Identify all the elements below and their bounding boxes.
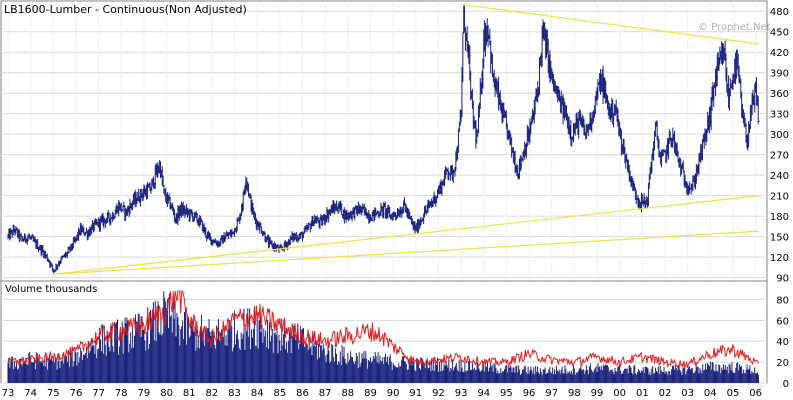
year-tick-label: 97 xyxy=(545,388,558,399)
price-tick-label: 300 xyxy=(770,130,789,141)
volume-tick-label: 40 xyxy=(776,337,789,348)
price-panel: 90 120 150 180 210 240 270 300 330 360 390 420 450 48… xyxy=(0,0,789,383)
trendline xyxy=(53,195,760,275)
year-tick-label: 73 xyxy=(2,388,15,399)
year-tick-label: 83 xyxy=(228,388,241,399)
open-interest-line xyxy=(7,290,759,370)
year-tick-label: 75 xyxy=(47,388,60,399)
price-tick-label: 360 xyxy=(770,89,789,100)
price-tick-label: 450 xyxy=(770,28,789,39)
volume-axis: 0 20 40 60 80 xyxy=(776,295,789,390)
volume-panel: 0 20 40 60 80 Volume thousands xyxy=(0,280,789,390)
year-tick-label: 93 xyxy=(455,388,468,399)
year-tick-label: 96 xyxy=(523,388,536,399)
volume-tick-label: 0 xyxy=(783,379,789,390)
year-tick-label: 90 xyxy=(387,388,400,399)
price-tick-label: 120 xyxy=(770,253,789,264)
year-tick-label: 87 xyxy=(319,388,332,399)
year-tick-label: 78 xyxy=(115,388,128,399)
price-axis: 90 120 150 180 210 240 270 300 330 360 390 420 450 48… xyxy=(770,7,789,284)
year-tick-label: 98 xyxy=(568,388,581,399)
price-gridlines xyxy=(1,10,767,279)
year-tick-label: 01 xyxy=(636,388,649,399)
volume-tick-label: 20 xyxy=(776,358,789,369)
year-tick-label: 06 xyxy=(749,388,762,399)
price-tick-label: 270 xyxy=(770,151,789,162)
watermark: © Prophet.Net xyxy=(698,22,771,33)
price-tick-label: 330 xyxy=(770,110,789,121)
price-tick-label: 390 xyxy=(770,69,789,80)
trendlines xyxy=(53,3,760,275)
trendline xyxy=(461,3,760,45)
price-tick-label: 150 xyxy=(770,233,789,244)
year-axis: 73 74 75 76 77 78 79 80 81 82 83 84 85 86 87 88 89 90 91 92… xyxy=(2,388,762,399)
price-tick-label: 180 xyxy=(770,212,789,223)
open-interest-series xyxy=(7,290,759,370)
year-tick-label: 89 xyxy=(364,388,377,399)
year-tick-label: 04 xyxy=(704,388,717,399)
year-tick-label: 88 xyxy=(341,388,354,399)
year-tick-label: 86 xyxy=(296,388,309,399)
price-tick-label: 480 xyxy=(770,7,789,18)
volume-title: Volume thousands xyxy=(5,284,97,295)
year-tick-label: 77 xyxy=(92,388,105,399)
year-tick-label: 91 xyxy=(409,388,422,399)
year-tick-label: 84 xyxy=(251,388,264,399)
price-bars xyxy=(7,4,760,274)
year-tick-label: 03 xyxy=(681,388,694,399)
price-tick-label: 240 xyxy=(770,171,789,182)
volume-tick-label: 60 xyxy=(776,316,789,327)
year-tick-label: 76 xyxy=(70,388,83,399)
year-tick-label: 85 xyxy=(273,388,286,399)
year-tick-label: 81 xyxy=(183,388,196,399)
year-tick-label: 05 xyxy=(727,388,740,399)
price-tick-label: 90 xyxy=(776,274,789,285)
year-tick-label: 99 xyxy=(591,388,604,399)
year-tick-label: 00 xyxy=(613,388,626,399)
year-tick-label: 74 xyxy=(24,388,37,399)
year-tick-label: 79 xyxy=(138,388,151,399)
year-tick-label: 95 xyxy=(500,388,513,399)
year-tick-label: 80 xyxy=(160,388,173,399)
volume-tick-label: 80 xyxy=(776,295,789,306)
year-tick-label: 82 xyxy=(206,388,219,399)
year-tick-label: 94 xyxy=(477,388,490,399)
year-tick-label: 92 xyxy=(432,388,445,399)
trendline xyxy=(53,230,760,275)
year-tick-label: 02 xyxy=(659,388,672,399)
price-tick-label: 420 xyxy=(770,48,789,59)
chart-title: LB1600-Lumber - Continuous(Non Adjusted) xyxy=(4,3,247,16)
price-tick-label: 210 xyxy=(770,192,789,203)
